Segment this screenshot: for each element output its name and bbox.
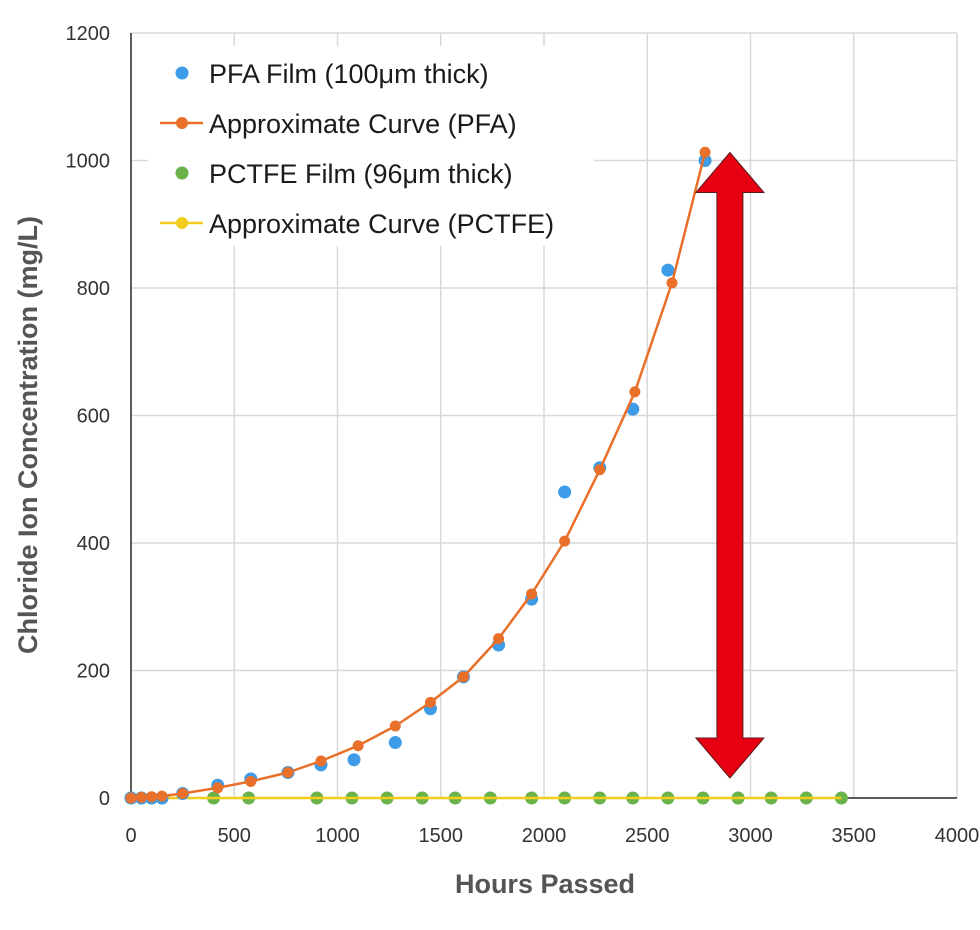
x-tick-label: 500 (218, 825, 251, 847)
x-tick-label: 2000 (522, 825, 567, 847)
data-point (146, 791, 158, 803)
data-point (389, 720, 401, 732)
data-point (594, 464, 606, 476)
data-point (424, 696, 436, 708)
y-axis-title: Chloride Ion Concentration (mg/L) (13, 216, 43, 654)
data-point (559, 535, 571, 547)
data-point (526, 588, 538, 600)
data-point (156, 790, 168, 802)
data-point (347, 753, 361, 767)
data-point (352, 740, 364, 752)
x-tick-label: 3000 (728, 825, 773, 847)
legend-marker-swatch (175, 66, 189, 80)
y-tick-label: 0 (99, 788, 110, 810)
double-arrow (694, 151, 765, 779)
x-tick-label: 1000 (315, 825, 360, 847)
y-tick-label: 400 (77, 533, 110, 555)
legend-label: PCTFE Film (96μm thick) (209, 159, 513, 189)
legend-label: Approximate Curve (PCTFE) (209, 209, 554, 239)
data-point (629, 386, 641, 398)
data-point (457, 671, 469, 683)
y-tick-label: 800 (77, 278, 110, 300)
series-1 (125, 146, 711, 804)
y-tick-labels: 0 200 400 600 800 1000 1200 (66, 23, 111, 810)
data-point (699, 146, 711, 158)
y-tick-label: 1200 (66, 23, 111, 45)
legend: PFA Film (100μm thick) Approximate Curve … (148, 46, 594, 246)
series-line (130, 151, 707, 800)
data-point (177, 788, 189, 800)
legend-label: Approximate Curve (PFA) (209, 109, 517, 139)
x-tick-label: 4000 (935, 825, 980, 847)
data-point (245, 775, 257, 787)
y-tick-label: 1000 (66, 151, 111, 173)
x-tick-label: 3500 (832, 825, 877, 847)
x-tick-label: 1500 (419, 825, 464, 847)
legend-marker-swatch (176, 117, 188, 129)
legend-marker-swatch (175, 166, 189, 180)
legend-label: PFA Film (100μm thick) (209, 59, 489, 89)
data-point (493, 633, 505, 645)
data-point (282, 767, 294, 778)
legend-marker-swatch (176, 217, 188, 229)
series-0 (124, 154, 712, 805)
y-tick-label: 200 (77, 661, 110, 683)
annotation (694, 151, 765, 779)
legend-background (148, 46, 594, 246)
x-tick-labels: 0 500 1000 1500 2000 2500 3000 3500 4000 (125, 825, 979, 847)
x-tick-label: 0 (125, 825, 136, 847)
y-tick-label: 600 (77, 406, 110, 428)
data-point (388, 736, 402, 750)
x-axis-title: Hours Passed (455, 869, 635, 899)
data-point (212, 782, 224, 794)
data-point (135, 791, 147, 803)
data-point (666, 277, 678, 289)
data-point (661, 263, 675, 277)
data-point (315, 755, 327, 767)
data-point (125, 792, 137, 804)
data-point (558, 485, 572, 499)
x-tick-label: 2500 (625, 825, 670, 847)
series (124, 146, 848, 805)
